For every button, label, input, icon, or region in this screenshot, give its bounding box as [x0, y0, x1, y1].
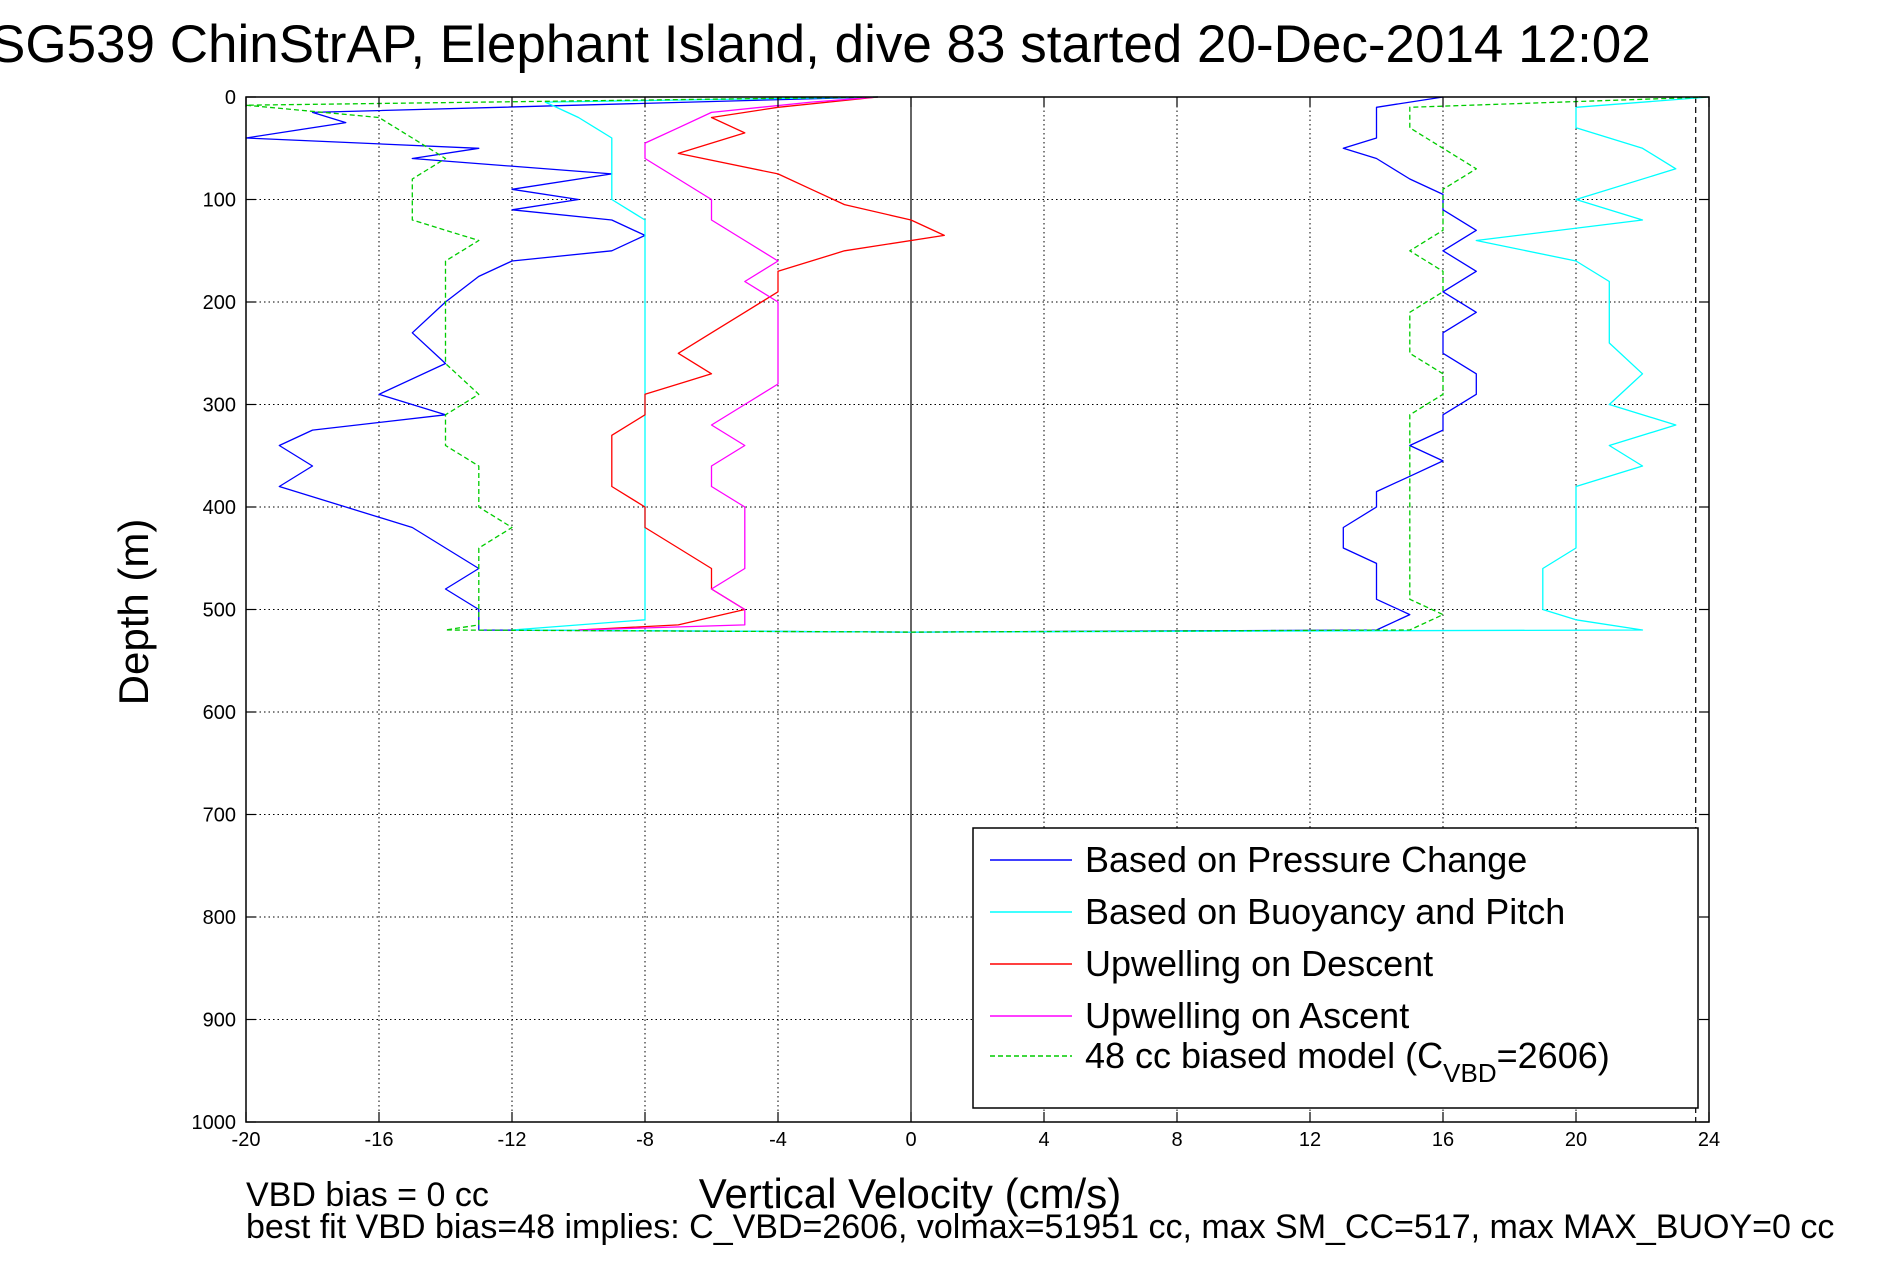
- y-tick-label: 0: [225, 87, 236, 109]
- y-axis-ticks: 0 100 200 300 400 500 600 700 800 900 1000: [192, 87, 1709, 1134]
- y-tick-label: 200: [203, 292, 236, 314]
- legend-label-4: 48 cc biased model (CVBD=2606): [1085, 1035, 1610, 1088]
- x-tick-label: -8: [636, 1129, 654, 1151]
- legend-items: Based on Pressure Change Based on Buoyanc…: [990, 839, 1610, 1088]
- legend-label-1: Based on Buoyancy and Pitch: [1085, 891, 1565, 932]
- y-tick-label: 100: [203, 190, 236, 212]
- legend-label-3: Upwelling on Ascent: [1085, 995, 1409, 1036]
- legend-box: [972, 827, 1699, 1109]
- x-axis-ticks: -20 -16 -12 -8 -4 0 4 8 12 16 20 24: [232, 97, 1720, 1151]
- y-tick-label: 600: [203, 702, 236, 724]
- series-line-2: [578, 96, 945, 631]
- x-tick-label: 0: [905, 1129, 916, 1151]
- y-tick-label: 500: [203, 600, 236, 622]
- x-tick-label: -20: [232, 1129, 261, 1151]
- x-tick-label: 20: [1565, 1129, 1587, 1151]
- grid: [246, 97, 1709, 1122]
- annotation-vbd-bias: VBD bias = 0 cc: [246, 1176, 489, 1214]
- y-tick-label: 1000: [192, 1112, 237, 1134]
- series-group: [245, 96, 1710, 633]
- x-tick-label: 12: [1299, 1129, 1321, 1151]
- x-tick-label: -16: [365, 1129, 394, 1151]
- x-tick-label: 16: [1432, 1129, 1454, 1151]
- y-tick-label: 300: [203, 395, 236, 417]
- series-line-4: [245, 96, 1710, 633]
- y-tick-label: 900: [203, 1010, 236, 1032]
- x-tick-label: -12: [498, 1129, 527, 1151]
- y-tick-label: 700: [203, 805, 236, 827]
- y-axis-title: Depth (m): [110, 519, 157, 706]
- series-line-0: [245, 96, 1477, 633]
- x-tick-label: 8: [1171, 1129, 1182, 1151]
- x-tick-label: -4: [769, 1129, 787, 1151]
- series-line-1: [511, 96, 1710, 633]
- annotation-best-fit: best fit VBD bias=48 implies: C_VBD=2606…: [246, 1208, 1834, 1246]
- chart-title: SG539 ChinStrAP, Elephant Island, dive 8…: [0, 15, 1651, 74]
- x-tick-label: 4: [1038, 1129, 1049, 1151]
- legend-label-2: Upwelling on Descent: [1085, 943, 1433, 984]
- y-tick-label: 400: [203, 497, 236, 519]
- y-tick-label: 800: [203, 907, 236, 929]
- legend: Based on Pressure Change Based on Buoyanc…: [972, 827, 1699, 1109]
- x-tick-label: 24: [1698, 1129, 1720, 1151]
- series-line-3: [578, 96, 878, 631]
- x-axis-title: Vertical Velocity (cm/s): [699, 1170, 1121, 1217]
- legend-label-0: Based on Pressure Change: [1085, 839, 1527, 880]
